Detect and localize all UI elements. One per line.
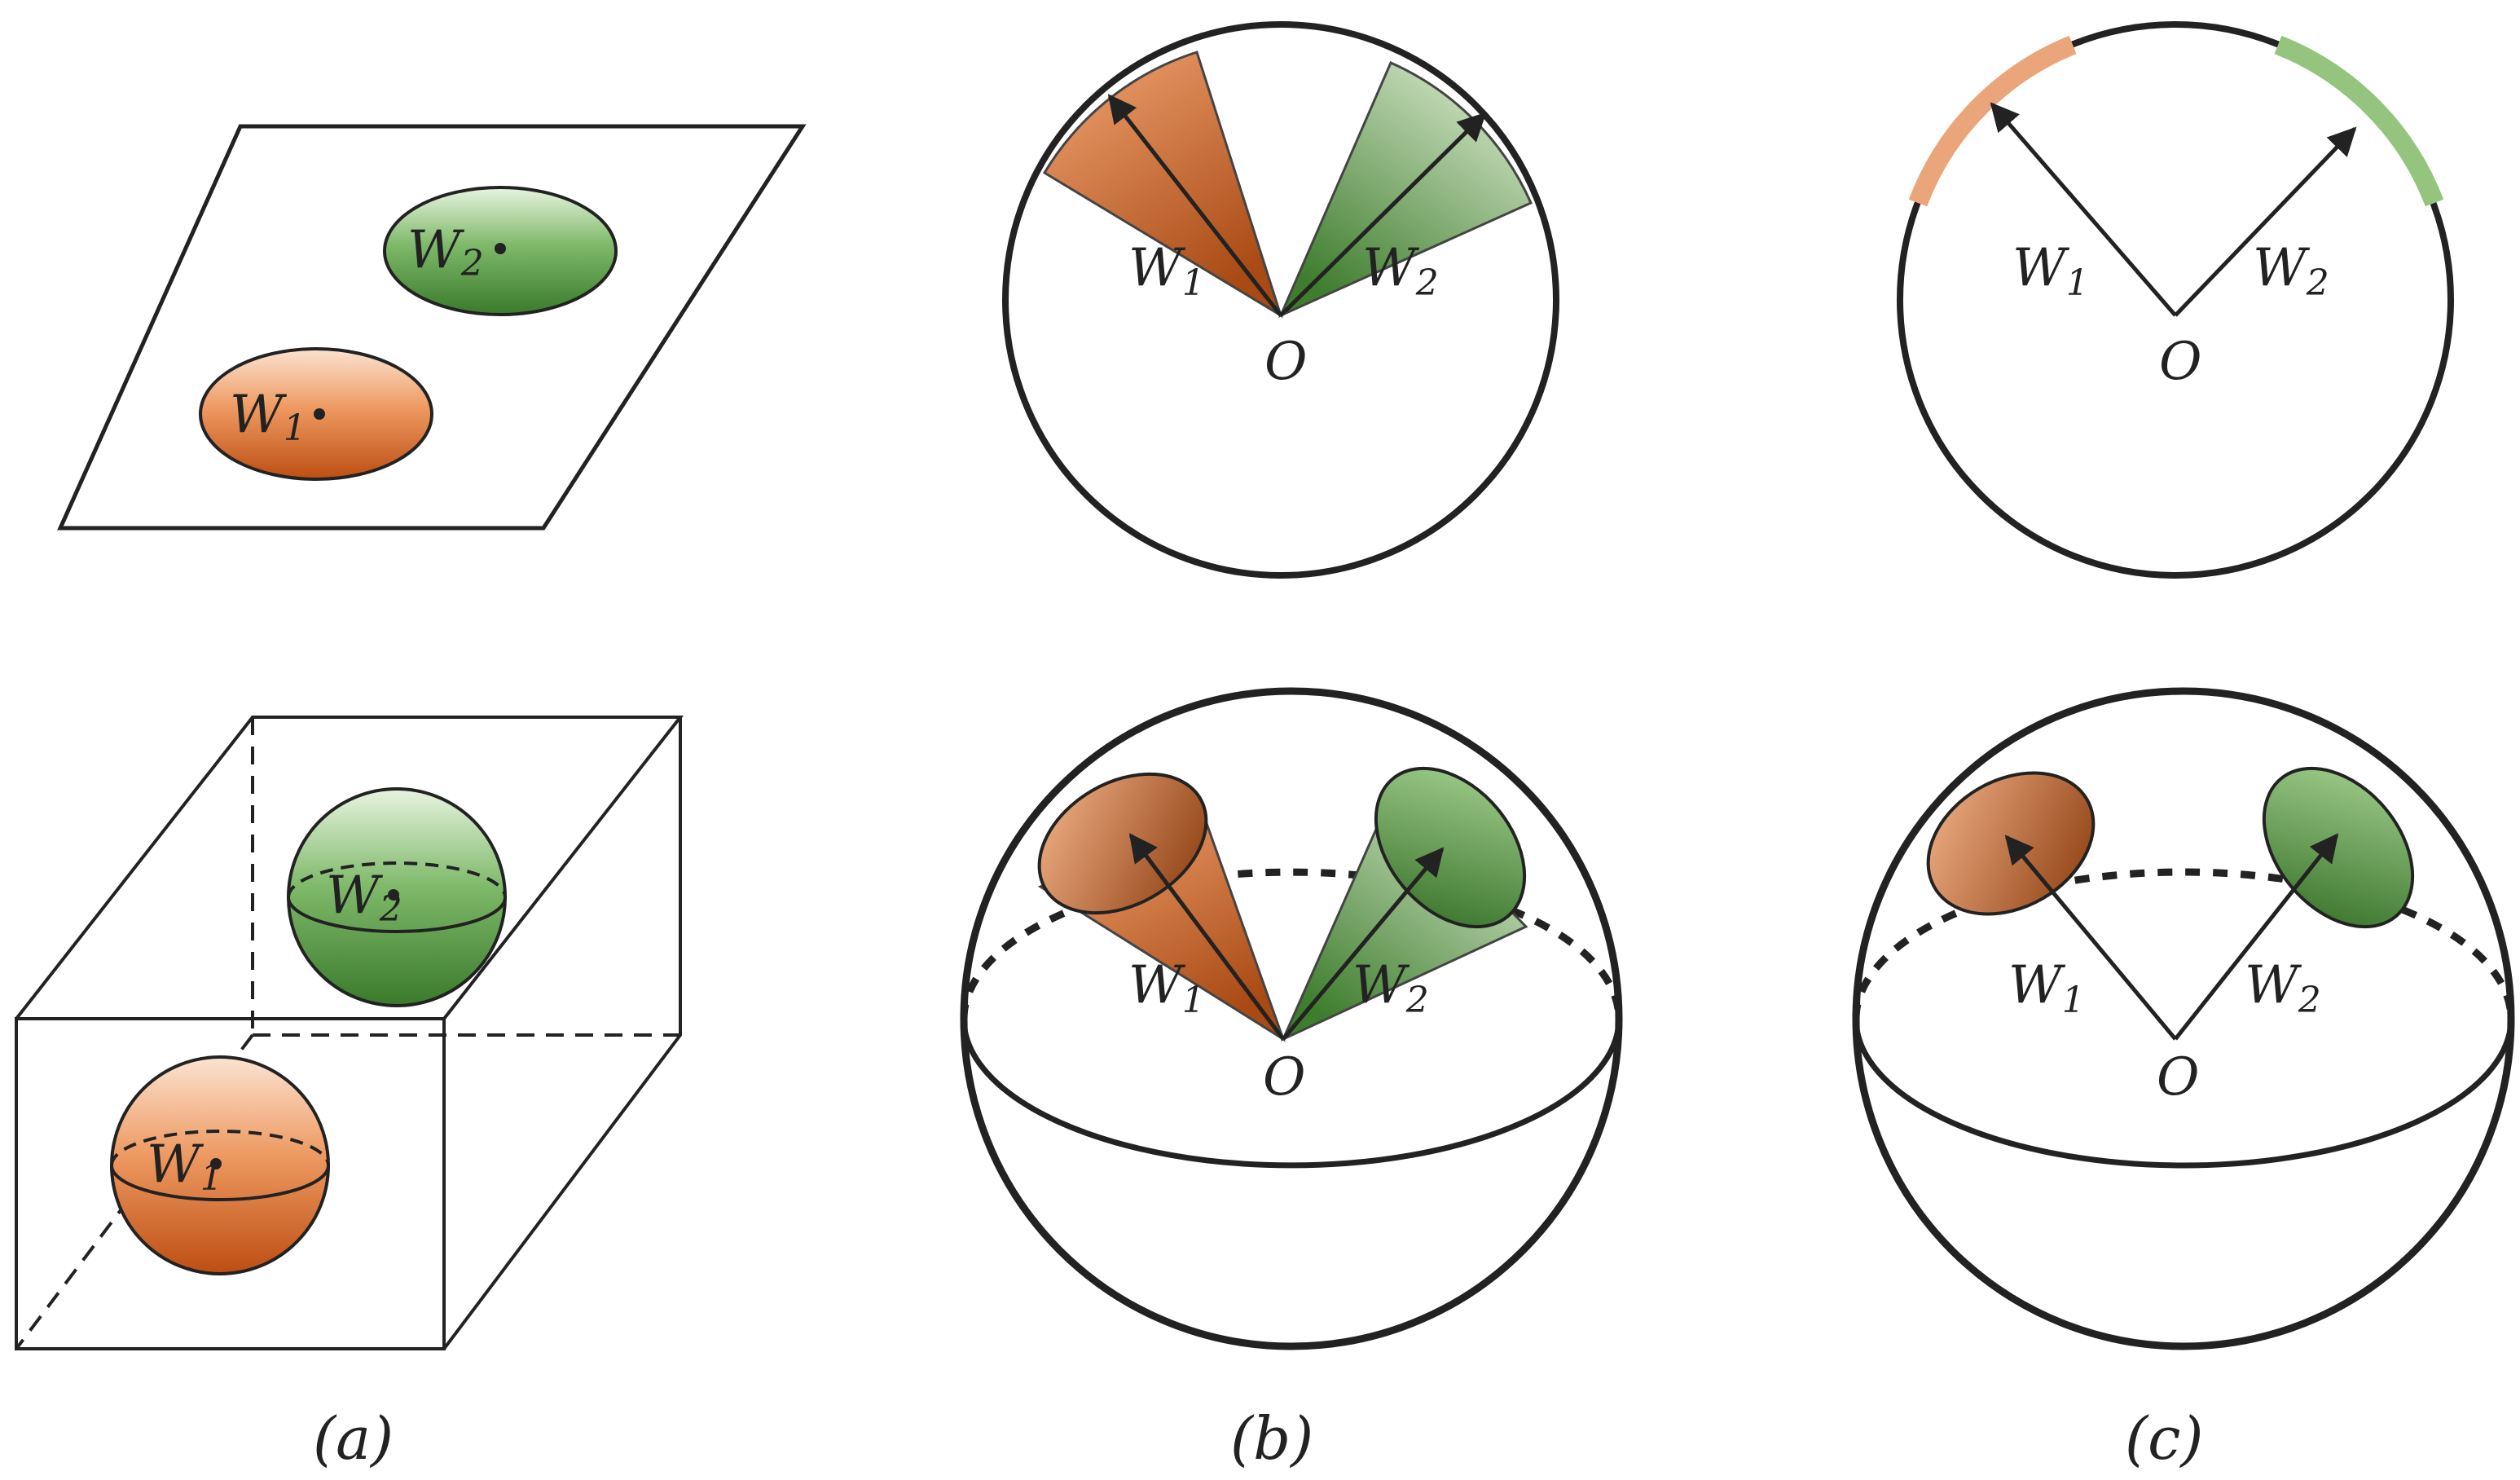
arrow-w2-3d-b bbox=[1282, 847, 1445, 1041]
plane-parallelogram bbox=[57, 124, 807, 531]
sphere-w2-equator-front bbox=[287, 896, 507, 933]
label-origin-2d-c: O bbox=[2159, 332, 2201, 392]
arrow-w1-3d-b bbox=[1128, 833, 1286, 1041]
caption-a: (a) bbox=[313, 1404, 394, 1473]
w1-center-dot bbox=[314, 408, 325, 420]
sphere-w1-equator-back bbox=[110, 1130, 330, 1166]
label-w2-plane: W2 bbox=[407, 220, 484, 284]
arrow-w1-2d-b bbox=[1107, 94, 1282, 317]
label-w2-2d-b: W2 bbox=[1362, 238, 1439, 304]
sphere-w2-equator-back bbox=[287, 861, 507, 898]
arrow-w2-3d-c bbox=[2174, 833, 2339, 1041]
label-origin-2d-b: O bbox=[1264, 332, 1307, 392]
unit-circle-b bbox=[1002, 21, 1559, 579]
label-w2-3d-b: W2 bbox=[1352, 955, 1429, 1021]
label-w1-2d-b: W1 bbox=[1128, 238, 1205, 304]
caption-c: (c) bbox=[2125, 1404, 2204, 1473]
caption-b: (b) bbox=[1230, 1404, 1313, 1473]
arrow-w1-2d-c bbox=[1990, 102, 2177, 317]
label-origin-3d-b: O bbox=[1263, 1047, 1305, 1108]
label-w1-3d-c: W1 bbox=[2008, 955, 2085, 1021]
arrow-w1-3d-c bbox=[2004, 835, 2177, 1041]
sphere-w1-equator-front bbox=[110, 1165, 330, 1201]
sphere-b-equator-front bbox=[961, 1018, 1622, 1169]
arc-w2-c bbox=[2274, 35, 2444, 207]
label-w2-sphere: W2 bbox=[326, 866, 402, 930]
w1-sphere-dot bbox=[210, 1158, 222, 1169]
w2-sphere-dot bbox=[388, 889, 399, 901]
arc-w1-c bbox=[1908, 35, 2077, 207]
label-w1-3d-b: W1 bbox=[1128, 955, 1205, 1021]
w2-center-dot bbox=[495, 243, 506, 254]
panel-c: W1 W2 O W1 W2 O bbox=[1852, 21, 2515, 1350]
unit-sphere-c bbox=[1852, 687, 2515, 1350]
panel-b: W1 W2 O W1 W2 O bbox=[960, 21, 1623, 1350]
cone-w2-cap-b bbox=[1374, 766, 1527, 929]
label-w1-2d-c: W1 bbox=[2012, 238, 2089, 304]
arrow-w2-2d-b bbox=[1279, 112, 1487, 317]
panel-a: W2 W1 W2 W1 bbox=[15, 124, 807, 1350]
label-w1-plane: W1 bbox=[230, 385, 306, 449]
label-origin-3d-c: O bbox=[2157, 1047, 2199, 1108]
label-w2-3d-c: W2 bbox=[2245, 955, 2321, 1021]
label-w2-2d-c: W2 bbox=[2253, 238, 2329, 304]
label-w1-sphere: W1 bbox=[147, 1134, 223, 1199]
arrow-w2-2d-c bbox=[2174, 126, 2357, 317]
unit-circle-c bbox=[1897, 21, 2454, 579]
sphere-c-equator-front bbox=[1853, 1018, 2514, 1169]
